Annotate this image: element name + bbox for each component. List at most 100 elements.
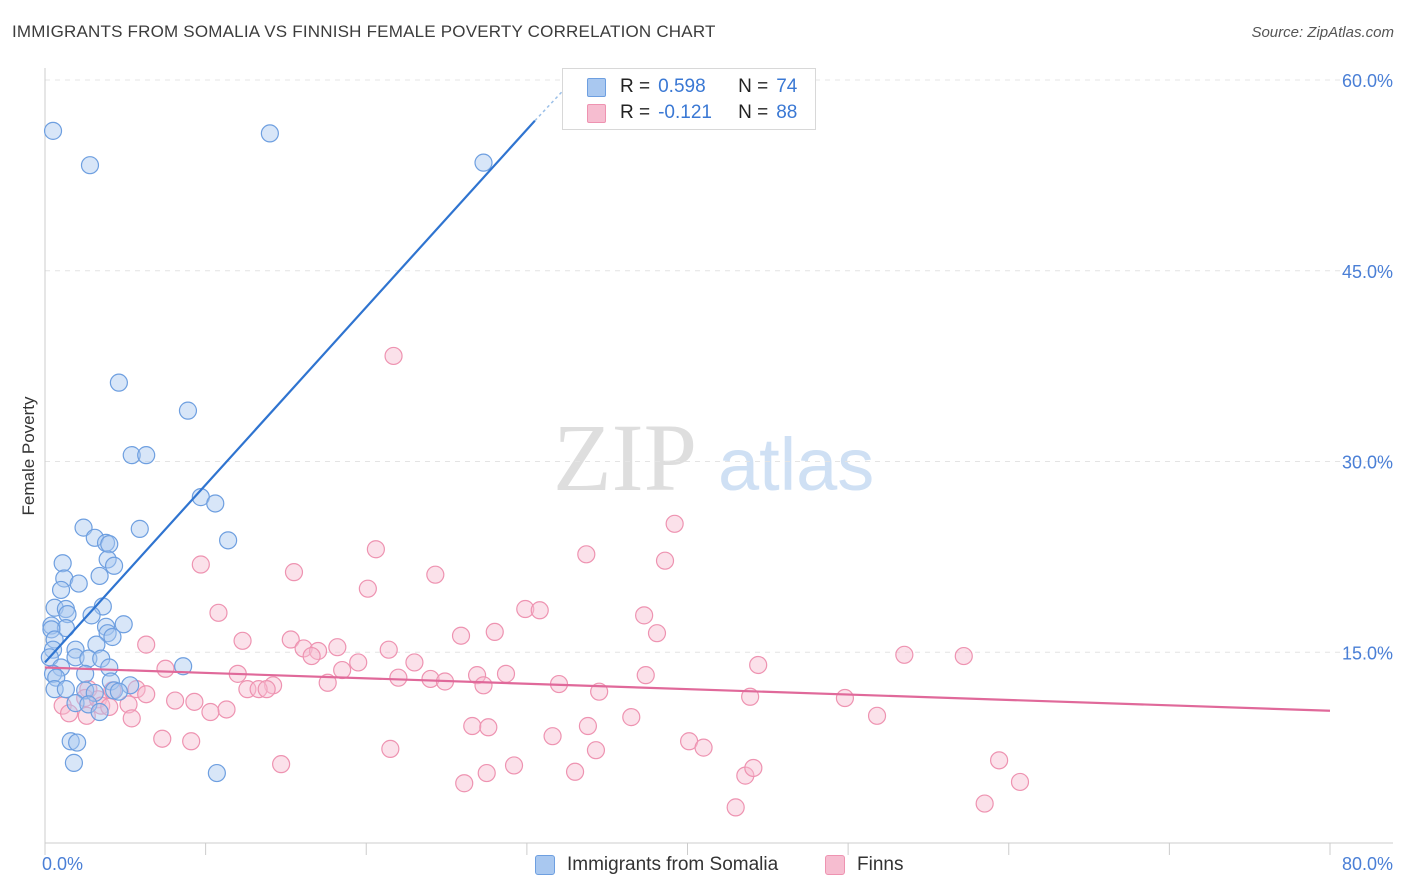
finns-point [182,732,201,751]
somalia-point [96,617,116,636]
finns-point [835,688,855,708]
finns-point [318,673,337,692]
somalia-point [121,676,140,695]
bottom-legend-somalia: Immigrants from Somalia [535,852,778,878]
finns-point [496,664,516,683]
finns-point [281,630,300,649]
somalia-point [90,702,109,722]
bottom-legend-label-somalia: Immigrants from Somalia [567,854,779,875]
somalia-point [68,733,87,752]
finns-point [191,555,210,574]
finns-point [741,687,760,706]
somalia-trend-line [44,119,536,664]
finns-point [366,540,385,559]
finns-point [455,774,474,793]
finns-point [504,756,524,775]
finns-point [153,729,172,748]
finns-point [895,645,914,664]
finns-point [217,700,236,719]
finns-point [119,695,138,714]
finns-point [201,702,220,722]
watermark-zip: ZIP [553,404,697,511]
somalia-point [122,446,141,465]
somalia-point [90,566,109,586]
bottom-legend-swatch-finns [825,855,845,875]
somalia-point [79,649,98,668]
x-tick-label-min: 0.0% [42,854,83,874]
somalia-point [109,682,128,701]
finns-point [516,599,535,619]
finns-point [990,751,1009,770]
somalia-point [55,569,74,588]
finns-point [379,640,398,659]
finns-point [744,758,763,778]
somalia-point [103,627,122,647]
finns-point [467,666,487,685]
legend-r-label: R = [620,76,651,97]
source-attribution: Source: ZipAtlas.com [1251,24,1394,41]
legend-r-value: 0.598 [658,76,706,97]
somalia-point [100,658,119,677]
somalia-point [53,554,72,573]
finns-point [543,727,562,746]
legend-swatch-finns [587,103,606,123]
finns-point [694,738,713,757]
somalia-point [58,604,77,624]
axes [44,68,1393,844]
somalia-point [42,620,61,639]
somalia-point [43,121,63,140]
finns-point [59,704,79,723]
y-axis-label: Female Poverty [19,396,38,516]
somalia-point [64,753,84,772]
somalia-point [82,606,101,625]
finns-point [636,666,655,685]
legend-swatch-somalia [587,77,606,97]
finns-point [426,565,445,584]
finns-point [665,514,684,533]
finns-point [530,601,549,620]
finns-point [405,653,424,672]
finns-point [257,680,276,699]
finns-point [137,685,156,704]
finns-point [590,682,609,701]
finns-point [635,606,654,625]
legend-n-value: 74 [776,76,798,97]
somalia-point [219,531,238,550]
legend-row-finns: R = -0.121 N = 88 [587,100,797,126]
legend-n-label: N = [738,76,769,97]
y-tick-label: 15.0% [1342,643,1393,663]
finns-point [100,697,119,717]
finns-point [284,563,304,582]
finns-point [156,659,175,678]
finns-point [349,653,368,672]
finns-point [302,646,321,666]
somalia-point [87,635,106,654]
finns-point [474,676,493,695]
finns-point [381,739,400,758]
finns-point [185,692,204,711]
legend-n-label: N = [738,102,769,123]
somalia-trend-extension [534,85,568,122]
bottom-legend-label-finns: Finns [857,854,904,875]
bottom-legend-swatch-somalia [535,855,555,875]
finns-point [421,669,440,689]
somalia-point [80,156,100,175]
finns-point [463,716,482,736]
somalia-point [474,153,493,172]
finns-point [647,624,667,643]
finns-point [655,551,675,570]
somalia-point [114,615,133,634]
legend-r-label: R = [620,102,651,123]
y-tick-label: 45.0% [1342,262,1393,282]
finns-trend-line [44,666,1331,712]
finns-point [954,646,973,666]
somalia-point [100,535,119,554]
somalia-point [74,518,93,537]
somalia-point [130,519,149,538]
stats-legend: R = 0.598 N = 74 R = -0.121 N = 88 [562,68,816,130]
trend-lines [44,85,1331,712]
legend-n-value: 88 [776,102,798,123]
watermark-atlas: atlas [718,423,874,506]
finns-point [384,346,403,366]
somalia-point [61,732,80,751]
